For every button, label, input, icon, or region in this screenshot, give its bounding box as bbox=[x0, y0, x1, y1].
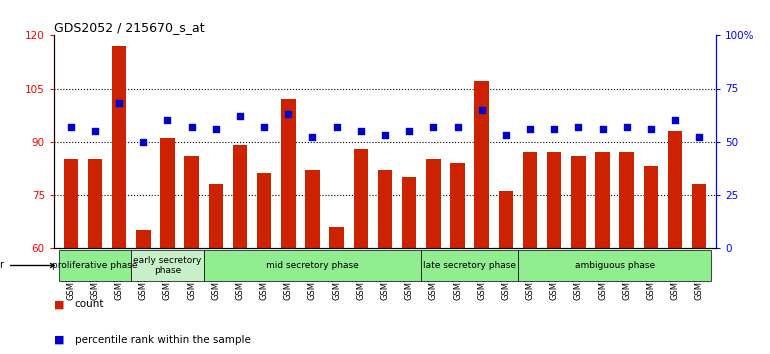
Text: ■: ■ bbox=[54, 335, 65, 345]
Bar bbox=[378, 170, 392, 354]
Bar bbox=[402, 177, 417, 354]
Point bbox=[379, 132, 391, 138]
Point bbox=[621, 124, 633, 130]
Bar bbox=[131, 250, 204, 281]
Bar bbox=[547, 152, 561, 354]
Point bbox=[669, 118, 681, 123]
Bar bbox=[619, 152, 634, 354]
Bar bbox=[136, 230, 151, 354]
Bar bbox=[257, 173, 271, 354]
Bar bbox=[281, 99, 296, 354]
Point bbox=[548, 126, 561, 132]
Text: mid secretory phase: mid secretory phase bbox=[266, 261, 359, 270]
Point bbox=[355, 128, 367, 134]
Bar bbox=[474, 81, 489, 354]
Bar bbox=[450, 163, 465, 354]
Point bbox=[644, 126, 657, 132]
Point bbox=[524, 126, 536, 132]
Point bbox=[209, 126, 222, 132]
Text: proliferative phase: proliferative phase bbox=[52, 261, 138, 270]
Bar bbox=[330, 227, 344, 354]
Bar bbox=[160, 138, 175, 354]
Bar bbox=[518, 250, 711, 281]
Bar bbox=[644, 166, 658, 354]
Bar bbox=[64, 159, 78, 354]
Point bbox=[186, 124, 198, 130]
Text: count: count bbox=[75, 299, 104, 309]
Point bbox=[89, 128, 101, 134]
Bar bbox=[88, 159, 102, 354]
Point bbox=[572, 124, 584, 130]
Text: ambiguous phase: ambiguous phase bbox=[574, 261, 654, 270]
Point bbox=[162, 118, 174, 123]
Point bbox=[306, 135, 319, 140]
Point bbox=[137, 139, 149, 144]
Text: other: other bbox=[0, 261, 55, 270]
Point bbox=[282, 111, 294, 117]
Point bbox=[500, 132, 512, 138]
Bar bbox=[523, 152, 537, 354]
Bar bbox=[571, 156, 586, 354]
Bar bbox=[668, 131, 682, 354]
Bar bbox=[499, 191, 513, 354]
Bar bbox=[595, 152, 610, 354]
Point bbox=[693, 135, 705, 140]
Bar bbox=[209, 184, 223, 354]
Point bbox=[65, 124, 77, 130]
Bar bbox=[421, 250, 518, 281]
Bar bbox=[59, 250, 131, 281]
Bar bbox=[112, 46, 126, 354]
Point bbox=[330, 124, 343, 130]
Text: late secretory phase: late secretory phase bbox=[423, 261, 516, 270]
Point bbox=[258, 124, 270, 130]
Text: percentile rank within the sample: percentile rank within the sample bbox=[75, 335, 250, 345]
Bar bbox=[692, 184, 706, 354]
Point bbox=[234, 113, 246, 119]
Bar bbox=[184, 156, 199, 354]
Point bbox=[451, 124, 464, 130]
Bar bbox=[353, 149, 368, 354]
Text: early secretory
phase: early secretory phase bbox=[133, 256, 202, 275]
Point bbox=[403, 128, 415, 134]
Point bbox=[113, 101, 126, 106]
Bar bbox=[426, 159, 440, 354]
Point bbox=[596, 126, 608, 132]
Bar bbox=[204, 250, 421, 281]
Point bbox=[476, 107, 488, 113]
Text: GDS2052 / 215670_s_at: GDS2052 / 215670_s_at bbox=[54, 21, 205, 34]
Bar bbox=[305, 170, 320, 354]
Point bbox=[427, 124, 440, 130]
Bar bbox=[233, 145, 247, 354]
Text: ■: ■ bbox=[54, 299, 65, 309]
